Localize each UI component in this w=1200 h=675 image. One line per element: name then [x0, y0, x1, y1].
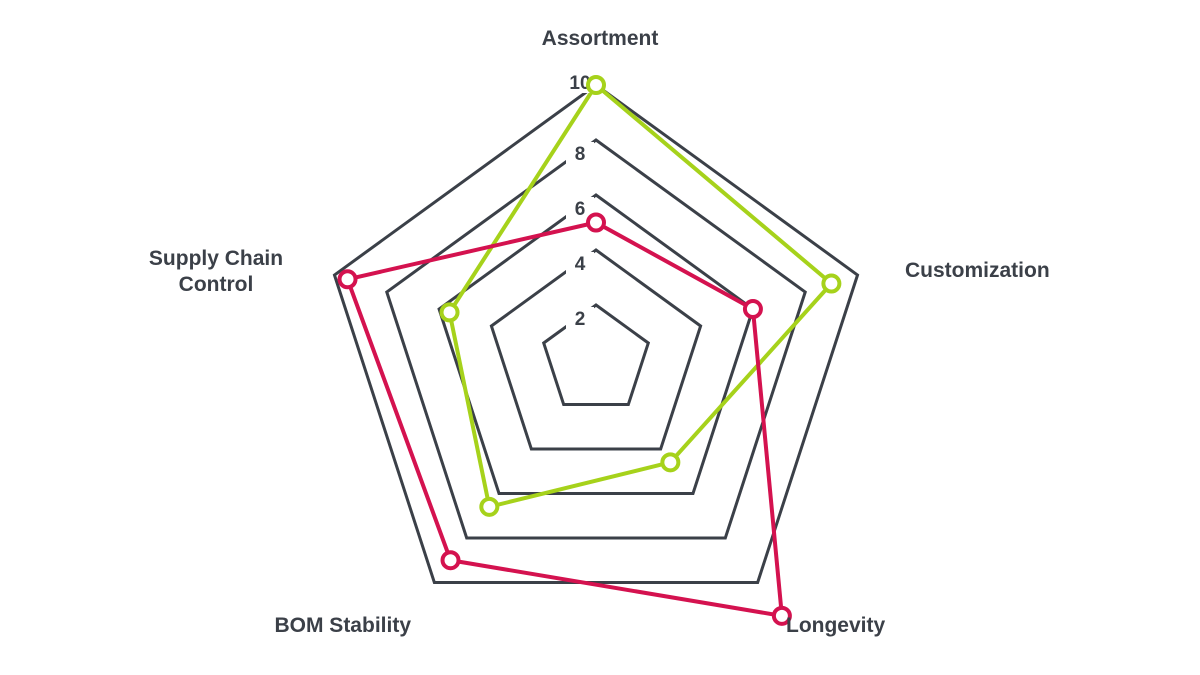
- series-2-point-2: [742, 299, 763, 320]
- tick-label-4: 4: [575, 254, 586, 275]
- tick-label-8: 8: [575, 144, 586, 165]
- radar-grid: [332, 83, 860, 584]
- series-1-point-1: [586, 75, 606, 95]
- tick-label-6: 6: [575, 199, 586, 220]
- axis-label-longevity: Longevity: [786, 614, 886, 637]
- tick-label-2: 2: [575, 309, 586, 330]
- tick-label-background: [566, 307, 594, 329]
- axis-label-customization: Customization: [905, 259, 1050, 282]
- axis-label-supply-chain-line-2: Control: [178, 273, 254, 296]
- grid-ring-10: [332, 83, 860, 584]
- series-lines: [345, 83, 834, 618]
- series-1-point-5: [439, 302, 460, 323]
- series-line-1: [447, 83, 834, 509]
- series-2-point-4: [440, 550, 461, 571]
- series-2-point-3: [771, 605, 792, 626]
- grid-ring-4: [489, 248, 703, 451]
- tick-label-background: [566, 197, 594, 219]
- grid-ring-8: [385, 138, 807, 540]
- series-1-point-3: [660, 452, 681, 473]
- series-points: [337, 75, 842, 626]
- series-1-point-2: [821, 273, 842, 294]
- series-1-point-4: [479, 496, 500, 517]
- series-2-point-5: [337, 269, 358, 290]
- series-2-point-1: [586, 212, 606, 233]
- axis-label-assortment: Assortment: [541, 27, 659, 50]
- tick-label-background: [566, 252, 594, 274]
- axis-label-supply-chain-line-1: Supply Chain: [148, 247, 284, 270]
- tick-label-10: 10: [569, 73, 590, 94]
- grid-ring-2: [541, 303, 651, 406]
- tick-label-background: [566, 142, 594, 164]
- axis-label-supply-chain-control: Supply Chain Control: [149, 246, 283, 298]
- series-line-2: [345, 220, 784, 618]
- axis-label-bom-stability: BOM Stability: [274, 614, 411, 637]
